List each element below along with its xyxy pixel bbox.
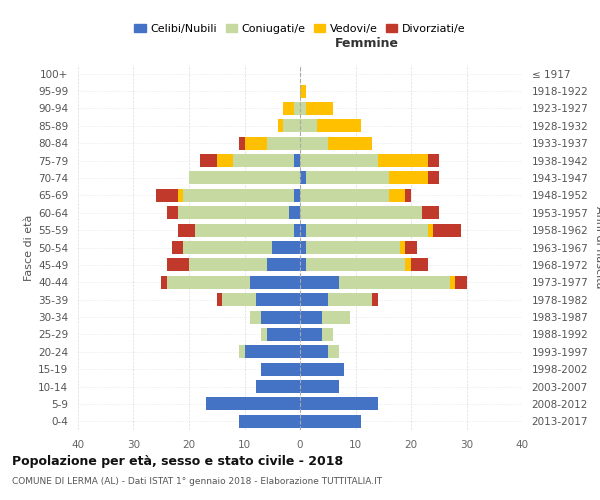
Bar xyxy=(266,136,300,149)
Bar xyxy=(372,293,378,306)
Bar xyxy=(300,258,305,272)
Bar xyxy=(328,346,339,358)
Bar xyxy=(194,224,295,236)
Bar xyxy=(411,258,428,272)
Bar xyxy=(217,154,233,167)
Bar xyxy=(300,362,344,376)
Bar xyxy=(389,172,428,184)
Legend: Celibi/Nubili, Coniugati/e, Vedovi/e, Divorziati/e: Celibi/Nubili, Coniugati/e, Vedovi/e, Di… xyxy=(130,20,470,38)
Bar xyxy=(300,102,305,115)
Bar xyxy=(300,206,422,220)
Bar xyxy=(406,189,411,202)
Text: Femmine: Femmine xyxy=(335,38,398,51)
Bar xyxy=(450,276,455,289)
Bar xyxy=(295,189,300,202)
Bar xyxy=(339,276,450,289)
Bar xyxy=(261,328,266,341)
Bar xyxy=(189,172,300,184)
Bar xyxy=(300,293,328,306)
Bar xyxy=(428,172,439,184)
Bar xyxy=(300,241,305,254)
Bar xyxy=(300,120,317,132)
Bar xyxy=(422,206,439,220)
Bar xyxy=(222,293,256,306)
Bar xyxy=(300,328,322,341)
Bar xyxy=(406,258,411,272)
Bar xyxy=(300,84,305,98)
Bar xyxy=(300,172,305,184)
Bar xyxy=(250,276,300,289)
Bar xyxy=(305,224,428,236)
Bar xyxy=(300,276,339,289)
Bar xyxy=(317,120,361,132)
Bar xyxy=(433,224,461,236)
Bar xyxy=(406,241,416,254)
Bar xyxy=(206,398,300,410)
Bar xyxy=(305,241,400,254)
Bar xyxy=(389,189,406,202)
Bar xyxy=(184,189,295,202)
Bar xyxy=(245,136,266,149)
Bar xyxy=(295,102,300,115)
Bar xyxy=(283,102,295,115)
Bar xyxy=(178,206,289,220)
Text: Popolazione per età, sesso e stato civile - 2018: Popolazione per età, sesso e stato civil… xyxy=(12,455,343,468)
Bar xyxy=(322,310,350,324)
Bar xyxy=(300,310,322,324)
Bar xyxy=(266,258,300,272)
Bar xyxy=(189,258,266,272)
Bar xyxy=(328,293,372,306)
Text: COMUNE DI LERMA (AL) - Dati ISTAT 1° gennaio 2018 - Elaborazione TUTTITALIA.IT: COMUNE DI LERMA (AL) - Dati ISTAT 1° gen… xyxy=(12,478,382,486)
Bar xyxy=(172,241,184,254)
Bar xyxy=(300,415,361,428)
Bar xyxy=(156,189,178,202)
Bar xyxy=(428,224,433,236)
Bar xyxy=(300,380,339,393)
Bar xyxy=(289,206,300,220)
Bar xyxy=(305,172,389,184)
Bar xyxy=(400,241,406,254)
Bar xyxy=(245,346,300,358)
Bar xyxy=(300,136,328,149)
Bar xyxy=(305,258,406,272)
Bar xyxy=(250,310,261,324)
Bar xyxy=(200,154,217,167)
Bar xyxy=(305,102,334,115)
Bar xyxy=(283,120,300,132)
Y-axis label: Fasce di età: Fasce di età xyxy=(24,214,34,280)
Bar xyxy=(167,276,250,289)
Bar xyxy=(300,154,378,167)
Bar xyxy=(239,136,245,149)
Bar xyxy=(428,154,439,167)
Bar xyxy=(184,241,272,254)
Bar xyxy=(322,328,334,341)
Bar xyxy=(295,224,300,236)
Bar xyxy=(256,293,300,306)
Bar xyxy=(261,362,300,376)
Bar xyxy=(178,189,184,202)
Bar xyxy=(261,310,300,324)
Bar xyxy=(300,346,328,358)
Bar xyxy=(328,136,372,149)
Bar xyxy=(278,120,283,132)
Y-axis label: Anni di nascita: Anni di nascita xyxy=(594,206,600,289)
Bar xyxy=(272,241,300,254)
Bar xyxy=(300,189,389,202)
Bar xyxy=(266,328,300,341)
Bar xyxy=(233,154,295,167)
Bar xyxy=(217,293,222,306)
Bar xyxy=(300,398,378,410)
Bar xyxy=(167,258,189,272)
Bar xyxy=(300,224,305,236)
Bar xyxy=(239,346,245,358)
Bar xyxy=(239,415,300,428)
Bar xyxy=(256,380,300,393)
Bar xyxy=(455,276,467,289)
Bar xyxy=(378,154,428,167)
Bar xyxy=(161,276,167,289)
Bar xyxy=(178,224,194,236)
Bar xyxy=(295,154,300,167)
Bar xyxy=(167,206,178,220)
